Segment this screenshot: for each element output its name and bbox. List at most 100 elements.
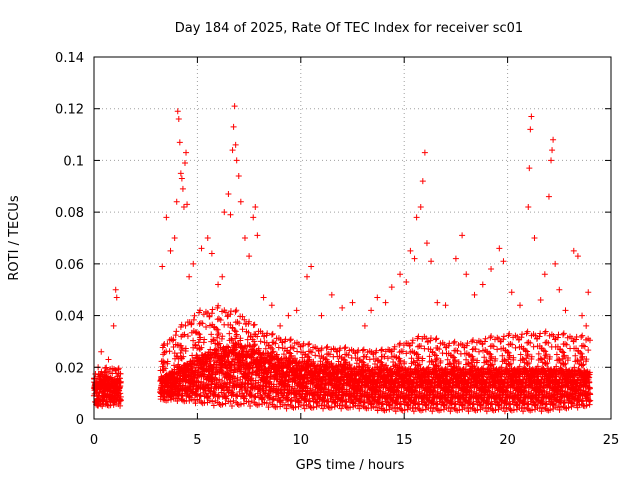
data-point [117, 370, 124, 377]
data-point [161, 359, 168, 366]
data-point [285, 401, 292, 408]
data-point [474, 406, 481, 413]
data-point [215, 302, 222, 309]
data-point [426, 353, 433, 360]
data-point [292, 404, 299, 411]
data-point [246, 318, 253, 325]
data-point [222, 394, 229, 401]
data-point [451, 338, 458, 345]
data-point [506, 361, 513, 368]
data-point [237, 376, 244, 383]
data-point [257, 338, 264, 345]
data-point [231, 327, 238, 334]
data-point [492, 406, 499, 413]
data-point [236, 320, 243, 327]
data-point [228, 336, 235, 343]
data-point [210, 336, 217, 343]
data-point [267, 344, 274, 351]
data-point [464, 405, 471, 412]
data-point [388, 348, 395, 355]
data-point [117, 393, 124, 400]
data-point [506, 330, 513, 337]
data-point [272, 340, 279, 347]
data-point [429, 358, 436, 365]
data-point [215, 348, 222, 355]
data-point [487, 355, 494, 362]
data-point [210, 337, 217, 344]
data-point [363, 353, 370, 360]
data-point [252, 394, 259, 401]
data-point [245, 398, 252, 405]
data-point [265, 404, 272, 411]
data-point [290, 394, 297, 401]
data-point [216, 376, 223, 383]
data-point [418, 343, 425, 350]
data-point [328, 360, 335, 367]
data-point [362, 404, 369, 411]
data-point [286, 349, 293, 356]
data-point [449, 353, 456, 360]
data-point [287, 336, 294, 343]
data-point [310, 404, 317, 411]
data-point [169, 337, 176, 344]
data-point [198, 399, 205, 406]
data-point [478, 365, 485, 372]
data-point [245, 329, 252, 336]
data-point [401, 358, 408, 365]
data-point [251, 341, 258, 348]
data-point [308, 349, 315, 356]
data-point [437, 358, 444, 365]
data-point [341, 345, 348, 352]
data-point [273, 351, 280, 358]
data-point [397, 357, 404, 364]
data-point [470, 356, 477, 363]
data-point [437, 406, 444, 413]
data-points [90, 103, 594, 415]
data-point [207, 346, 214, 353]
data-point [522, 347, 529, 354]
data-point [409, 340, 416, 347]
data-point [190, 337, 197, 344]
data-point [474, 357, 481, 364]
data-point [448, 404, 455, 411]
data-point [312, 352, 319, 359]
data-point [259, 351, 266, 358]
data-point [227, 398, 234, 405]
data-point [482, 335, 489, 342]
data-point [227, 308, 234, 315]
data-point [191, 312, 198, 319]
data-point [300, 402, 307, 409]
data-point [204, 384, 211, 391]
data-point [520, 408, 527, 415]
data-point [209, 398, 216, 405]
data-point [427, 335, 434, 342]
data-point [232, 308, 239, 315]
data-point [503, 404, 510, 411]
data-point [247, 376, 254, 383]
data-point [201, 336, 208, 343]
data-point [342, 359, 349, 366]
data-point [209, 306, 216, 313]
data-point [215, 392, 222, 399]
data-point [510, 354, 517, 361]
data-point [240, 394, 247, 401]
data-point [254, 333, 261, 340]
data-point [179, 397, 186, 404]
data-point [504, 349, 511, 356]
data-point [172, 332, 179, 339]
data-point [239, 313, 246, 320]
data-point [302, 384, 309, 391]
data-point [192, 400, 199, 407]
data-point [228, 369, 235, 376]
data-point [454, 398, 461, 405]
data-point [225, 353, 232, 360]
data-point [499, 352, 506, 359]
data-point [214, 326, 221, 333]
data-point [115, 365, 122, 372]
data-point [287, 337, 294, 344]
data-point [431, 351, 438, 358]
data-point [237, 384, 244, 391]
data-point [408, 355, 415, 362]
data-point [282, 336, 289, 343]
data-point [447, 408, 454, 415]
